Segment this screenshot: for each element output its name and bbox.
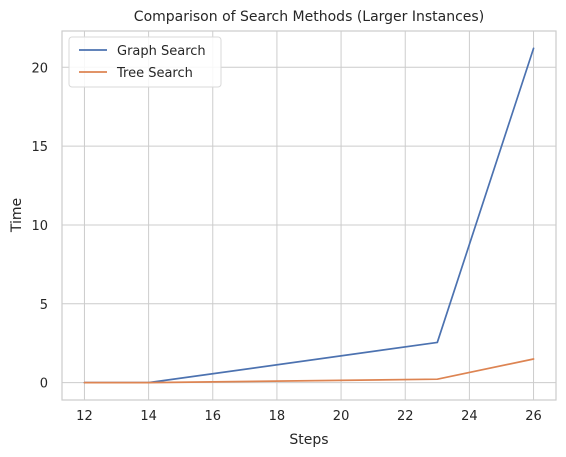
x-tick-label: 12 bbox=[76, 409, 93, 424]
y-tick-labels: 0 5 10 15 20 bbox=[31, 61, 48, 391]
x-tick-label: 24 bbox=[461, 409, 478, 424]
y-tick-label: 20 bbox=[31, 61, 48, 76]
legend-label-graph-search: Graph Search bbox=[117, 44, 206, 59]
axes-border bbox=[61, 30, 557, 401]
legend-label-tree-search: Tree Search bbox=[116, 66, 193, 81]
x-tick-label: 14 bbox=[140, 409, 157, 424]
y-tick-label: 10 bbox=[31, 219, 48, 234]
y-tick-label: 5 bbox=[40, 298, 48, 313]
series-layer bbox=[83, 47, 535, 384]
x-tick-labels: 12 14 16 18 20 22 24 26 bbox=[76, 409, 542, 424]
chart-title: Comparison of Search Methods (Larger Ins… bbox=[134, 9, 484, 25]
series-line-tree-search bbox=[83, 358, 535, 384]
x-tick-label: 16 bbox=[204, 409, 221, 424]
axes-frame bbox=[61, 30, 557, 401]
x-tick-label: 18 bbox=[269, 409, 286, 424]
legend: Graph Search Tree Search bbox=[68, 36, 222, 88]
x-tick-label: 20 bbox=[333, 409, 350, 424]
x-tick-label: 26 bbox=[525, 409, 542, 424]
y-axis-label: Time bbox=[9, 198, 25, 233]
plot-area bbox=[62, 31, 556, 400]
x-axis-label: Steps bbox=[289, 432, 328, 448]
y-tick-label: 15 bbox=[31, 140, 48, 155]
x-tick-label: 22 bbox=[397, 409, 414, 424]
y-tick-label: 0 bbox=[40, 377, 48, 392]
x-grid bbox=[83, 31, 535, 400]
